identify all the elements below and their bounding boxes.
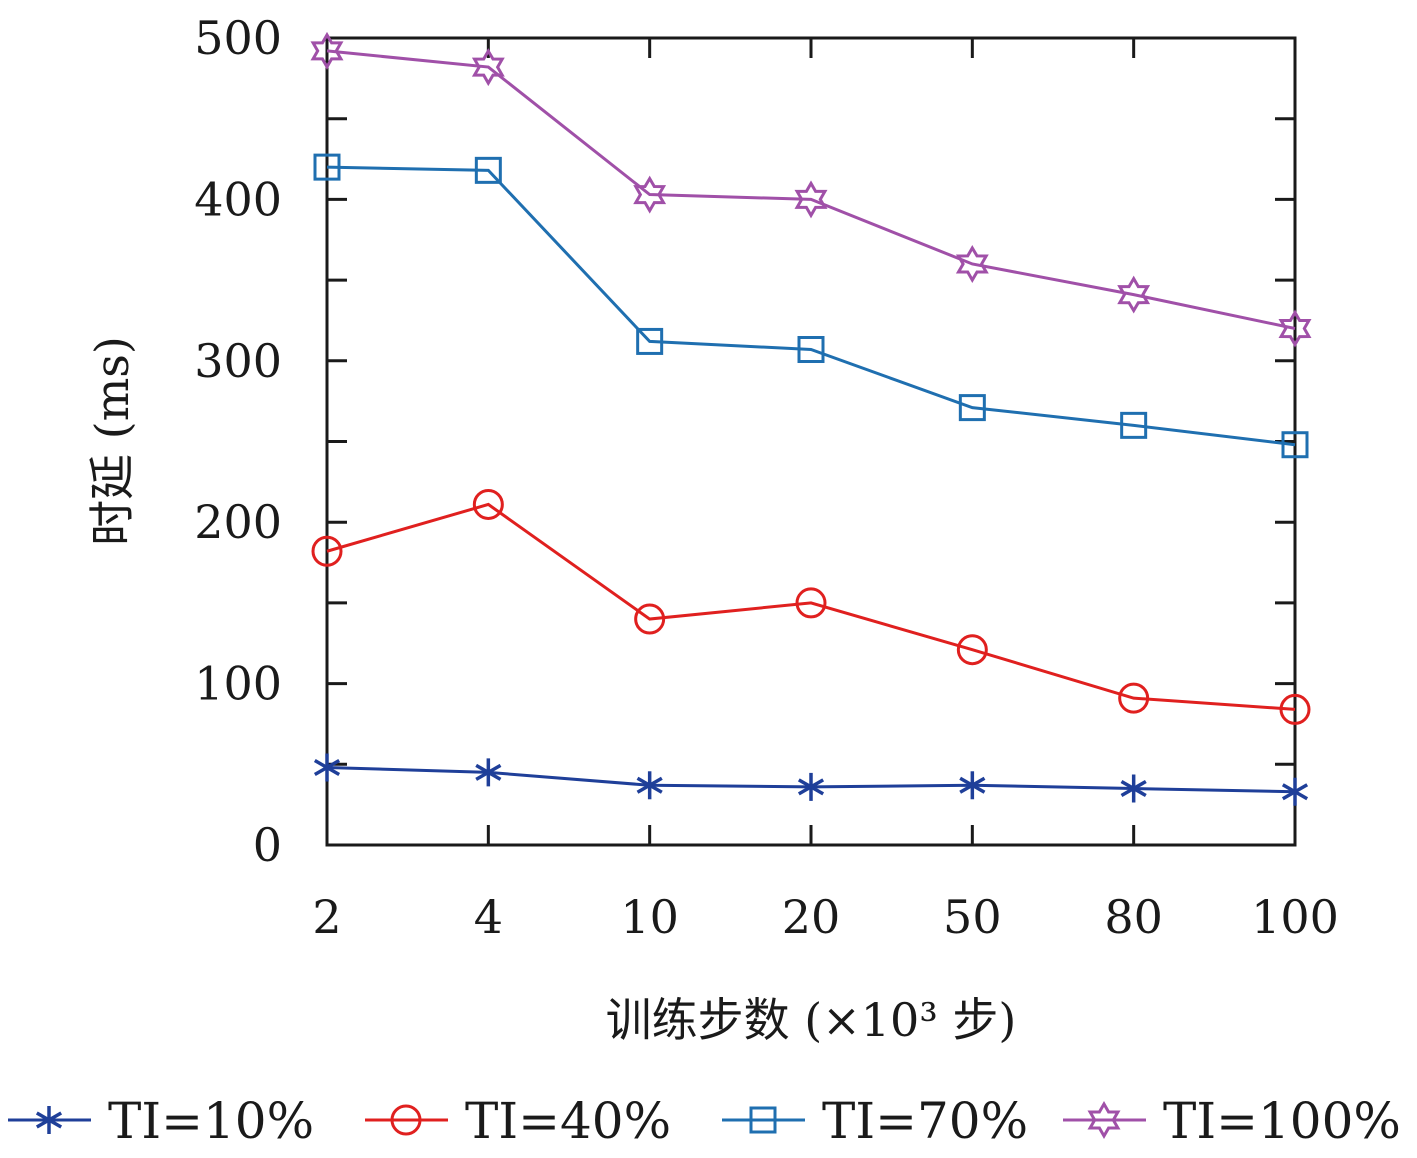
asterisk-stroke bbox=[35, 1111, 63, 1129]
data-point bbox=[475, 758, 502, 787]
x-tick-labels: 2 4 10 20 50 80 100 bbox=[312, 890, 1339, 944]
legend-label: TI=10% bbox=[108, 1092, 314, 1150]
y-tick-label: 500 bbox=[194, 11, 282, 65]
y-tick-label: 200 bbox=[194, 495, 282, 549]
y-tick-label: 100 bbox=[194, 657, 282, 711]
data-point bbox=[636, 771, 663, 800]
legend-item: TI=70% bbox=[722, 1092, 1028, 1150]
legend-marker bbox=[749, 1106, 777, 1134]
data-point bbox=[1118, 682, 1150, 714]
x-axis-title: 训练步数 (×10³ 步) bbox=[606, 993, 1017, 1047]
legend-label: TI=100% bbox=[1163, 1092, 1401, 1150]
asterisk-stroke bbox=[475, 763, 502, 781]
y-tick-labels: 0 100 200 300 400 500 bbox=[194, 11, 282, 872]
series-line bbox=[326, 165, 1296, 447]
data-point bbox=[956, 634, 988, 666]
plot-frame bbox=[325, 36, 1297, 847]
x-tick-label: 2 bbox=[312, 890, 341, 944]
legend-label: TI=70% bbox=[822, 1092, 1028, 1150]
data-point bbox=[311, 535, 343, 567]
data-point bbox=[797, 772, 825, 801]
legend-item: TI=40% bbox=[365, 1092, 671, 1150]
data-point bbox=[313, 753, 341, 782]
axis-ticks bbox=[325, 36, 1297, 847]
legend: TI=10% TI=40% TI=70% TI=100% bbox=[8, 1092, 1401, 1150]
data-point bbox=[1281, 777, 1309, 806]
data-point bbox=[634, 603, 666, 635]
data-point bbox=[310, 31, 344, 70]
y-axis-title: 时延 (ms) bbox=[85, 336, 139, 546]
data-point bbox=[1281, 431, 1309, 459]
legend-marker bbox=[390, 1104, 422, 1136]
y-tick-label: 400 bbox=[194, 172, 282, 226]
data-point bbox=[633, 175, 667, 214]
data-point bbox=[474, 156, 502, 184]
x-tick-label: 100 bbox=[1251, 890, 1339, 944]
data-point bbox=[795, 587, 827, 619]
asterisk-stroke bbox=[1281, 783, 1309, 801]
legend-label: TI=40% bbox=[465, 1092, 671, 1150]
asterisk-stroke bbox=[313, 759, 341, 777]
asterisk-stroke bbox=[1120, 779, 1147, 798]
x-tick-label: 4 bbox=[474, 890, 503, 944]
data-point bbox=[955, 245, 989, 283]
asterisk-stroke bbox=[636, 776, 663, 794]
data-point bbox=[471, 48, 505, 87]
x-tick-label: 10 bbox=[620, 890, 679, 944]
data-point bbox=[1278, 309, 1312, 348]
x-tick-label: 20 bbox=[782, 890, 841, 944]
data-point bbox=[797, 336, 825, 364]
data-point bbox=[472, 488, 504, 520]
asterisk-stroke bbox=[959, 776, 986, 794]
series-4 bbox=[310, 31, 1312, 348]
data-point bbox=[958, 394, 986, 422]
data-point bbox=[1120, 411, 1148, 439]
y-tick-label: 300 bbox=[194, 334, 282, 388]
y-tick-label: 0 bbox=[253, 818, 282, 872]
x-tick-label: 50 bbox=[943, 890, 1002, 944]
data-point bbox=[794, 180, 828, 219]
series-layer bbox=[310, 31, 1312, 806]
legend-marker bbox=[1087, 1100, 1121, 1140]
series-line bbox=[326, 49, 1296, 330]
data-point bbox=[1117, 275, 1151, 314]
data-point bbox=[959, 771, 986, 800]
x-tick-label: 80 bbox=[1104, 890, 1163, 944]
series-line bbox=[326, 502, 1296, 711]
data-point bbox=[313, 153, 341, 181]
data-point bbox=[636, 327, 664, 355]
series-3 bbox=[313, 153, 1309, 459]
legend-marker bbox=[35, 1106, 63, 1134]
data-point bbox=[1279, 693, 1311, 725]
legend-item: TI=100% bbox=[1063, 1092, 1401, 1150]
series-2 bbox=[311, 488, 1311, 725]
asterisk-stroke bbox=[797, 778, 825, 796]
data-point bbox=[1120, 774, 1147, 803]
legend-item: TI=10% bbox=[8, 1092, 314, 1150]
series-1 bbox=[313, 753, 1309, 806]
